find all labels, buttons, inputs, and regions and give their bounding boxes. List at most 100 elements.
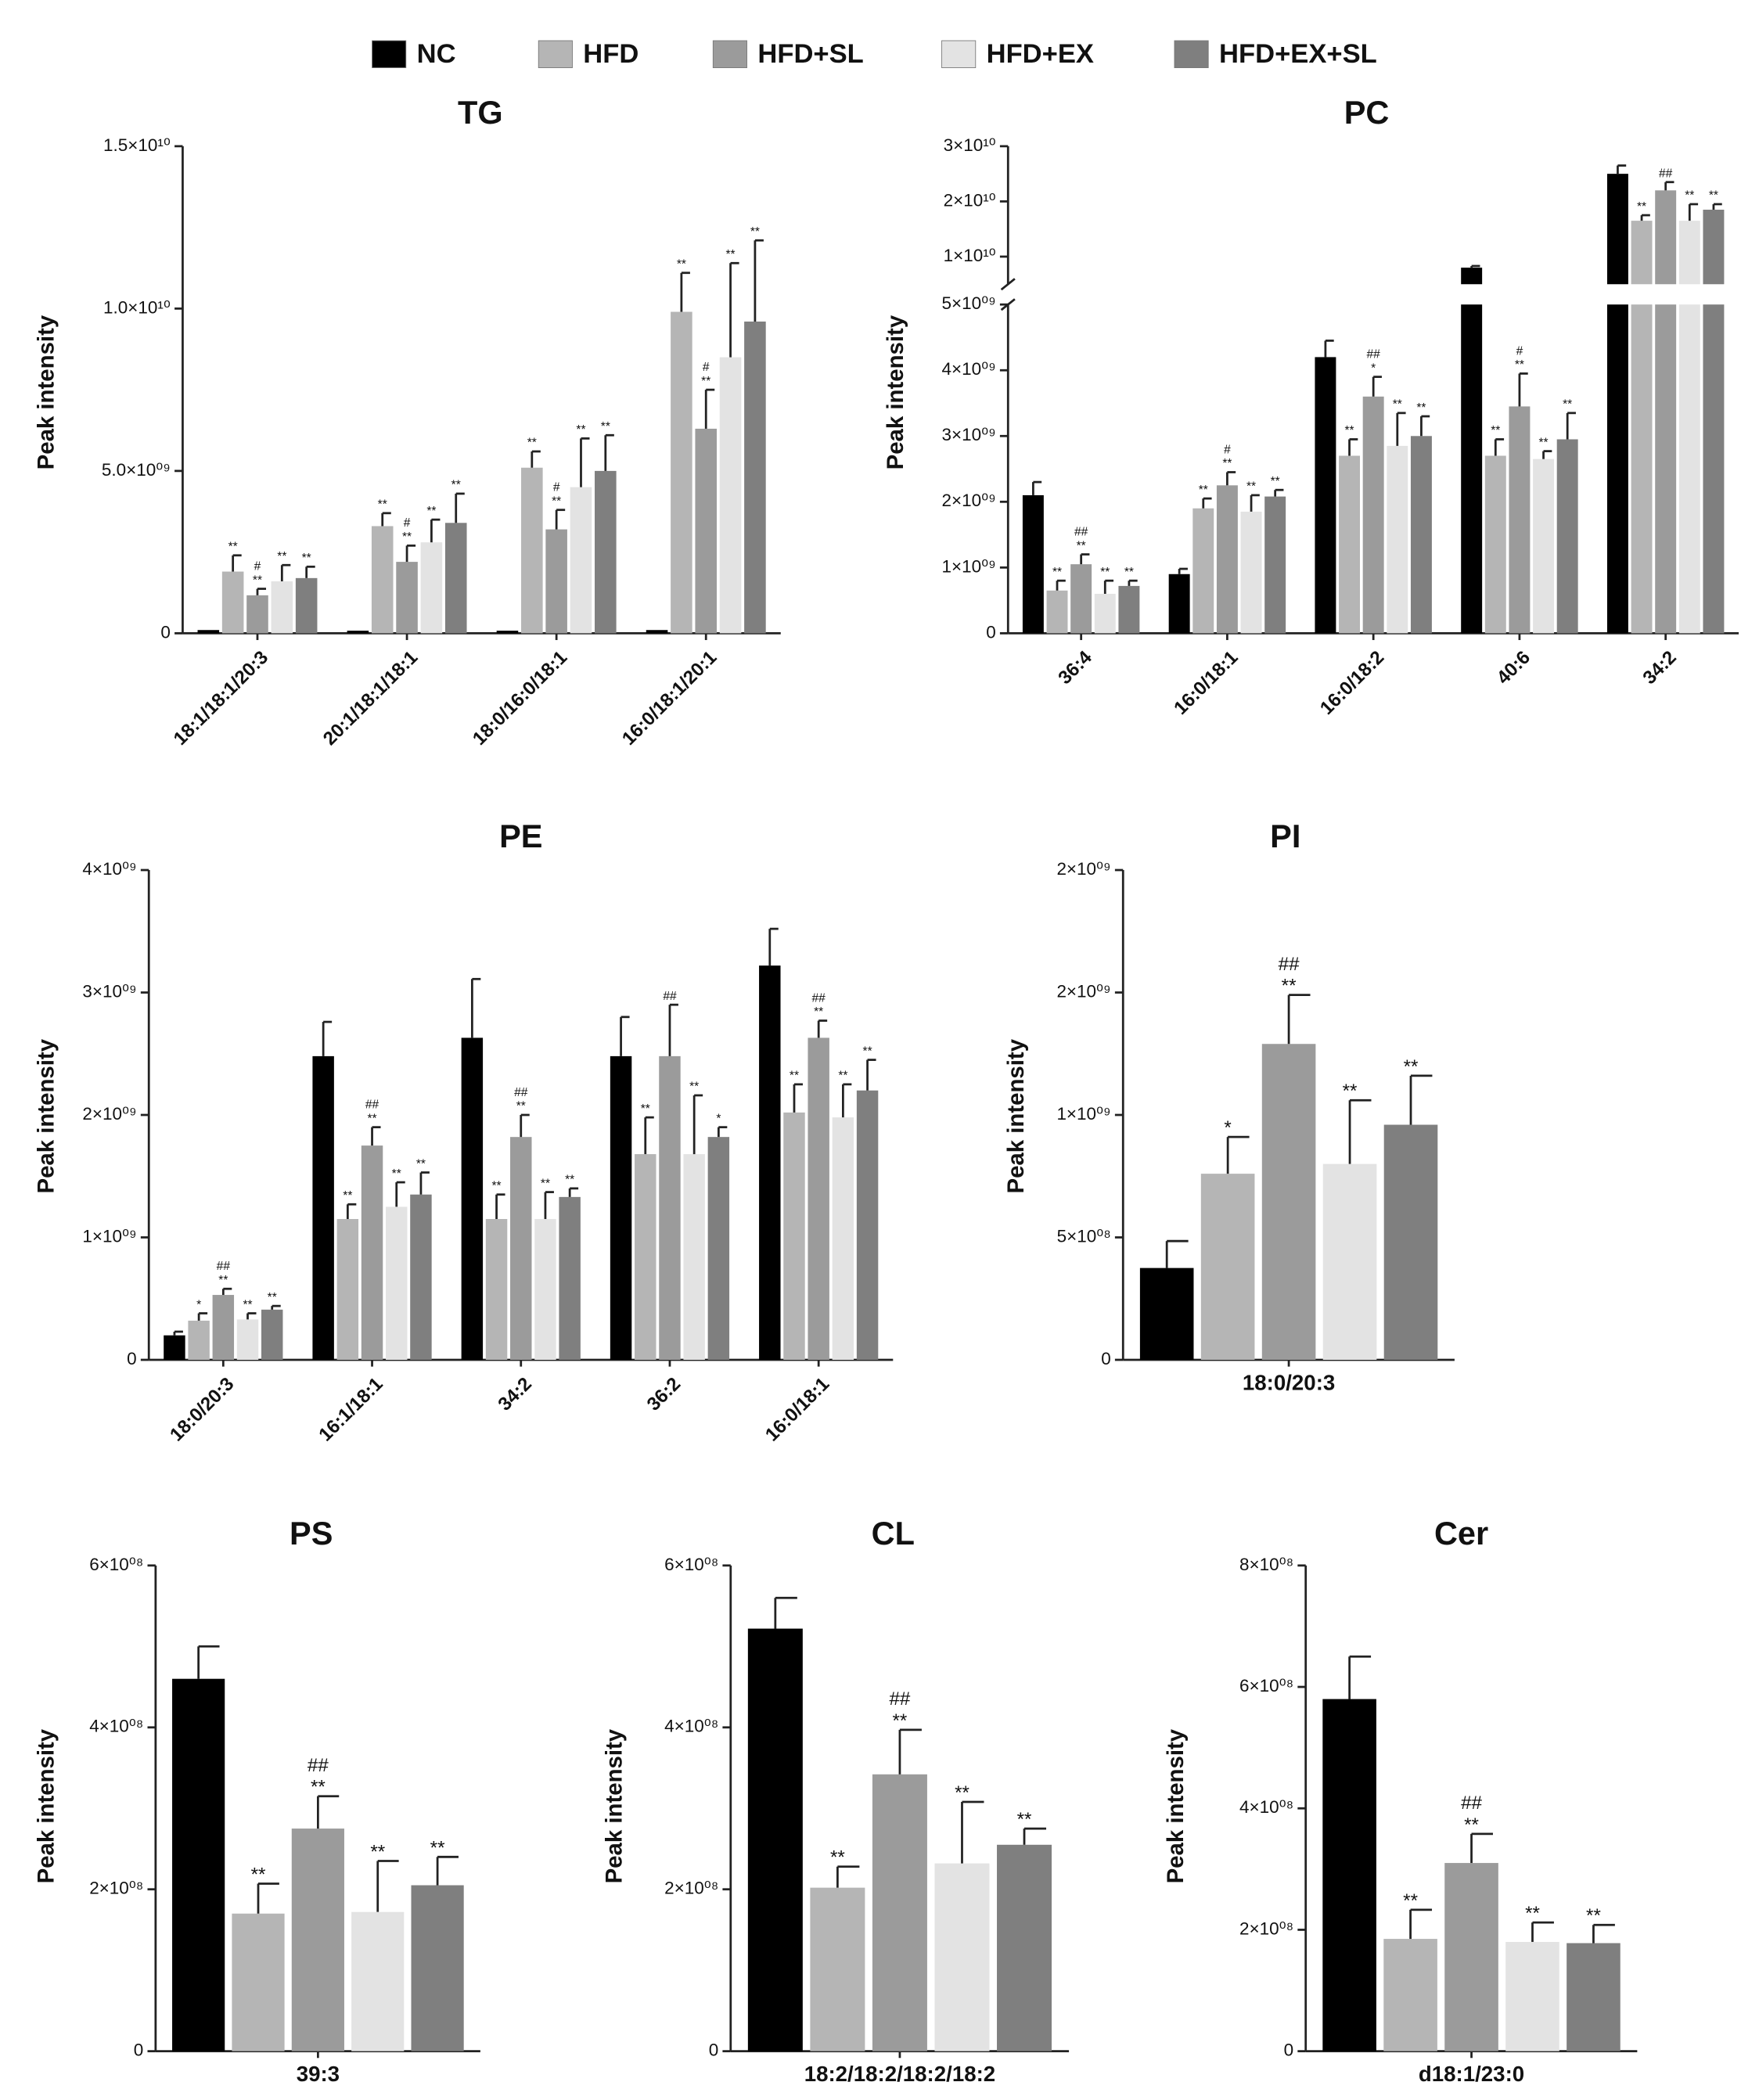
significance-label: ** bbox=[311, 1777, 326, 1798]
significance-label: ** bbox=[1100, 566, 1110, 579]
y-tick-label: 4×10⁰⁹ bbox=[82, 859, 136, 879]
bar bbox=[1139, 1268, 1194, 1360]
significance-label: ## bbox=[663, 990, 677, 1003]
y-axis-label: Peak intensity bbox=[33, 315, 59, 469]
significance-label: * bbox=[1224, 1117, 1232, 1138]
bar bbox=[747, 1628, 803, 2051]
legend-label: HFD+EX+SL bbox=[1219, 39, 1377, 69]
y-tick-label: 0 bbox=[1284, 2041, 1294, 2060]
bar bbox=[1094, 593, 1116, 634]
significance-label: ** bbox=[677, 257, 686, 271]
y-tick-label: 4×10⁰⁹ bbox=[941, 359, 995, 379]
bar bbox=[810, 1887, 865, 2051]
chart-title: TG bbox=[458, 94, 503, 131]
significance-label: ** bbox=[838, 1070, 847, 1083]
significance-label: ** bbox=[1282, 976, 1297, 997]
significance-label: ** bbox=[268, 1291, 277, 1304]
significance-label: ** bbox=[492, 1179, 502, 1192]
bar bbox=[336, 1219, 359, 1360]
chart-title: PE bbox=[499, 818, 542, 854]
significance-label: # bbox=[404, 516, 411, 530]
significance-label: ** bbox=[1538, 436, 1548, 449]
bar bbox=[521, 467, 543, 634]
bar bbox=[510, 1137, 532, 1360]
bar bbox=[371, 526, 394, 634]
significance-label: ** bbox=[1563, 398, 1572, 412]
significance-label: ** bbox=[601, 420, 610, 433]
significance-label: ## bbox=[1659, 167, 1673, 180]
significance-label: ** bbox=[689, 1081, 699, 1094]
significance-label: ## bbox=[1367, 347, 1381, 361]
significance-label: ** bbox=[1271, 475, 1280, 488]
bar bbox=[671, 311, 692, 634]
bar bbox=[1387, 445, 1408, 634]
bar bbox=[1631, 221, 1653, 285]
y-tick-label: 6×10⁰⁸ bbox=[664, 1555, 718, 1574]
bar bbox=[271, 581, 293, 634]
bar bbox=[396, 562, 418, 634]
significance-label: ** bbox=[893, 1710, 908, 1731]
bar bbox=[872, 1774, 927, 2051]
significance-label: ** bbox=[402, 530, 412, 544]
bar bbox=[212, 1295, 235, 1360]
bar bbox=[188, 1320, 210, 1360]
chart-title: PC bbox=[1344, 94, 1390, 131]
bar bbox=[1383, 1939, 1437, 2051]
bar bbox=[1315, 357, 1336, 634]
legend-swatch bbox=[372, 40, 407, 69]
bar bbox=[659, 1055, 681, 1360]
bar bbox=[1461, 304, 1483, 634]
bar bbox=[997, 1844, 1052, 2051]
bar bbox=[291, 1829, 344, 2051]
significance-label: ** bbox=[527, 437, 537, 450]
significance-label: ** bbox=[1403, 1890, 1418, 1911]
y-tick-label: 1×10⁰⁹ bbox=[82, 1226, 136, 1246]
chart-title: PI bbox=[1270, 818, 1300, 854]
y-axis-label: Peak intensity bbox=[33, 1038, 59, 1193]
significance-label: ** bbox=[430, 1837, 445, 1858]
significance-label: ** bbox=[1246, 480, 1256, 494]
significance-label: ** bbox=[1491, 424, 1500, 437]
significance-label: # bbox=[553, 481, 560, 494]
x-tick-label: 18:2/18:2/18:2/18:2 bbox=[804, 2062, 995, 2086]
bar bbox=[1322, 1699, 1376, 2051]
bar bbox=[1509, 406, 1531, 634]
significance-label: ** bbox=[416, 1157, 426, 1170]
chart-title: Cer bbox=[1434, 1515, 1488, 1552]
bar bbox=[236, 1319, 259, 1360]
y-tick-label: 1.5×10¹⁰ bbox=[103, 135, 171, 155]
panel: PI Peak intensity 0 5×10⁰⁸ 1×10⁰⁹ 2×10⁰⁹ 2×10⁰… bbox=[1003, 818, 1455, 1394]
significance-label: # bbox=[1516, 344, 1523, 358]
bar bbox=[420, 542, 443, 634]
legend-swatch bbox=[941, 40, 977, 69]
significance-label: ## bbox=[308, 1755, 329, 1776]
significance-label: ** bbox=[1344, 424, 1354, 437]
legend-swatch bbox=[712, 40, 747, 69]
significance-label: ** bbox=[1464, 1814, 1479, 1836]
significance-label: # bbox=[1224, 443, 1231, 456]
bar bbox=[832, 1117, 854, 1360]
bar bbox=[570, 487, 592, 634]
bar bbox=[461, 1037, 484, 1360]
significance-label: ** bbox=[1077, 539, 1086, 552]
y-tick-label: 0 bbox=[986, 622, 996, 642]
significance-label: ** bbox=[277, 550, 286, 563]
y-tick-label: 0 bbox=[1101, 1349, 1111, 1368]
bar bbox=[646, 630, 668, 634]
significance-label: ** bbox=[1515, 358, 1524, 372]
legend-label: HFD+EX bbox=[987, 39, 1094, 69]
significance-label: ** bbox=[750, 225, 760, 239]
legend-label: HFD+SL bbox=[757, 39, 863, 69]
y-tick-label: 0 bbox=[160, 622, 170, 642]
bar bbox=[1444, 1863, 1498, 2051]
significance-label: ** bbox=[392, 1167, 401, 1181]
significance-label: ## bbox=[812, 991, 826, 1005]
significance-label: ** bbox=[814, 1005, 823, 1019]
bar bbox=[1322, 1163, 1377, 1360]
significance-label: ** bbox=[790, 1070, 799, 1083]
bar bbox=[783, 1112, 805, 1360]
y-tick-label: 2×10⁰⁹ bbox=[1056, 859, 1110, 879]
bar bbox=[261, 1309, 283, 1360]
chart-title: PS bbox=[290, 1515, 333, 1552]
y-tick-label: 6×10⁰⁸ bbox=[1239, 1676, 1293, 1695]
